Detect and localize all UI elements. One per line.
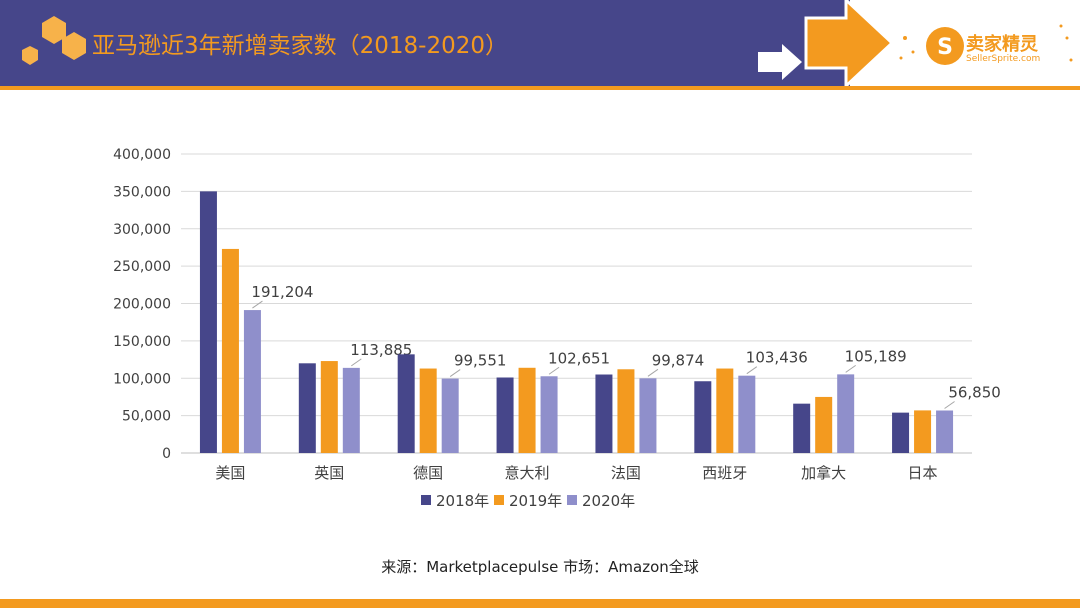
x-tick-label: 意大利 (505, 464, 550, 482)
data-label: 99,551 (454, 352, 507, 370)
y-tick-label: 400,000 (113, 147, 171, 163)
legend-label: 2018年 (436, 492, 489, 510)
y-tick-label: 50,000 (122, 409, 171, 425)
bar-2019年-英国 (320, 361, 338, 453)
bar-2019年-意大利 (518, 367, 536, 453)
bar-2020年-法国 (639, 378, 657, 453)
header-underline (0, 86, 1080, 90)
bar-2018年-德国 (397, 354, 415, 453)
bar-2020年-日本 (936, 410, 954, 453)
bar-2020年-德国 (441, 378, 459, 453)
legend-swatch (567, 495, 577, 505)
x-tick-label: 西班牙 (702, 464, 747, 482)
data-label: 56,850 (948, 384, 1001, 402)
data-label-leader (845, 364, 856, 373)
bar-2020年-意大利 (540, 376, 558, 453)
bar-2019年-德国 (419, 368, 437, 453)
page-title: 亚马逊近3年新增卖家数（2018-2020） (92, 33, 508, 59)
bar-2019年-日本 (914, 410, 932, 453)
sellersprite-logo-icon: S (899, 24, 1073, 65)
bar-2018年-加拿大 (793, 403, 811, 453)
x-tick-label: 加拿大 (801, 464, 846, 482)
y-tick-label: 150,000 (113, 334, 171, 350)
data-label-leader (252, 300, 263, 309)
data-label: 105,189 (845, 347, 907, 365)
x-tick-label: 英国 (314, 464, 344, 482)
x-tick-label: 德国 (413, 464, 443, 482)
slide-header: 亚马逊近3年新增卖家数（2018-2020） S 卖家精灵 SellerSpri… (0, 0, 1080, 86)
y-tick-label: 0 (162, 446, 171, 462)
legend-label: 2020年 (582, 492, 635, 510)
logo-url: SellerSprite.com (966, 54, 1041, 64)
data-label-leader (449, 369, 461, 377)
bar-chart: 0 50,000 100,000 150,000 200,000 250,000 300,0… (113, 147, 1001, 510)
x-tick-label: 日本 (908, 464, 938, 482)
bar-2018年-日本 (892, 412, 910, 453)
bar-2018年-英国 (298, 363, 316, 453)
svg-text:S: S (937, 35, 953, 60)
bar-2019年-加拿大 (815, 396, 833, 453)
data-label: 113,885 (350, 341, 412, 359)
y-tick-label: 200,000 (113, 297, 171, 313)
x-tick-label: 美国 (215, 464, 245, 482)
data-label-leader (548, 366, 560, 375)
bar-2018年-西班牙 (694, 381, 712, 453)
bar-2018年-法国 (595, 374, 613, 453)
data-label: 191,204 (251, 283, 313, 301)
bar-2018年-意大利 (496, 377, 514, 453)
y-tick-label: 300,000 (113, 222, 171, 238)
data-label-leader (746, 366, 758, 375)
hexagon-cluster-icon (22, 16, 86, 65)
data-label: 99,874 (652, 351, 705, 369)
x-tick-label: 法国 (611, 464, 641, 482)
header-band (0, 0, 850, 86)
data-label-leader (944, 401, 955, 409)
y-tick-label: 100,000 (113, 371, 171, 387)
bar-2020年-西班牙 (738, 375, 756, 453)
bar-2019年-西班牙 (716, 368, 734, 453)
bar-2020年-英国 (342, 367, 360, 453)
bar-2018年-美国 (199, 191, 217, 453)
legend-swatch (421, 495, 431, 505)
data-label-leader (351, 358, 362, 367)
arrow-right-icon (758, 0, 895, 86)
bar-2019年-法国 (617, 369, 635, 453)
footer-bar (0, 599, 1080, 608)
source-note: 来源：Marketplacepulse 市场：Amazon全球 (381, 558, 699, 576)
data-label: 102,651 (548, 349, 610, 367)
legend-swatch (494, 495, 504, 505)
data-label-leader (647, 368, 659, 377)
y-tick-label: 250,000 (113, 259, 171, 275)
y-tick-label: 350,000 (113, 184, 171, 200)
bar-2020年-加拿大 (837, 374, 855, 453)
bar-2020年-美国 (243, 310, 261, 453)
logo-name: 卖家精灵 (966, 34, 1038, 55)
bar-2019年-美国 (221, 248, 239, 453)
legend-label: 2019年 (509, 492, 562, 510)
data-label: 103,436 (746, 349, 808, 367)
